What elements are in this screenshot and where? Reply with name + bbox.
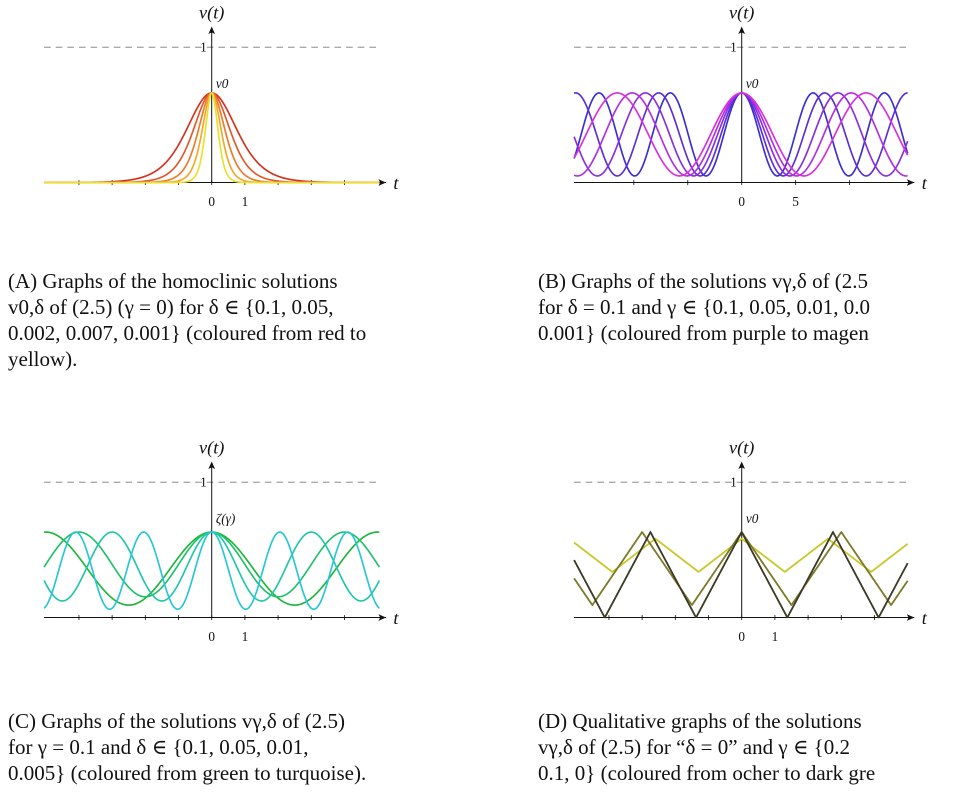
caption-b-line-1: (B) Graphs of the solutions vγ,δ of (2.5 xyxy=(538,269,869,293)
solution-curve xyxy=(573,92,909,177)
figure-d-plot: v(t) t 1 v0 0 1 xyxy=(573,437,928,644)
caption-c-line-1: (C) Graphs of the solutions vγ,δ of (2.5… xyxy=(8,709,346,733)
caption-d-line-2: vγ,δ of (2.5) for “δ = 0” and γ ∈ {0.2 xyxy=(538,735,850,759)
solution-curve xyxy=(573,537,909,573)
x-tick-label-zero: 0 xyxy=(738,194,745,209)
x-axis-arrow xyxy=(378,179,386,186)
solution-curve xyxy=(573,530,909,607)
solution-curve xyxy=(573,530,909,619)
peak-label: v0 xyxy=(216,76,229,91)
y-axis-label: v(t) xyxy=(199,2,224,23)
figure-a: v(t) t 1 v0 0 1 xyxy=(0,0,440,209)
y-tick-label-one: 1 xyxy=(730,39,737,54)
caption-a-line-3: 0.002, 0.007, 0.001} (coloured from red … xyxy=(8,321,367,345)
solution-curve xyxy=(44,91,380,184)
x-tick-label-zero: 0 xyxy=(738,629,745,644)
peak-label: v0 xyxy=(746,76,759,91)
x-axis-label: t xyxy=(393,608,399,628)
peak-label: ζ(γ) xyxy=(216,511,236,526)
caption-b-line-2: for δ = 0.1 and γ ∈ {0.1, 0.05, 0.01, 0.… xyxy=(538,295,870,319)
x-axis-arrow xyxy=(378,614,386,621)
caption-a-line-2: v0,δ of (2.5) (γ = 0) for δ ∈ {0.1, 0.05… xyxy=(8,295,334,319)
caption-c: (C) Graphs of the solutions vγ,δ of (2.5… xyxy=(8,708,366,786)
x-tick-label-second: 1 xyxy=(772,629,779,644)
y-tick-label-one: 1 xyxy=(200,39,207,54)
y-tick-label-one: 1 xyxy=(730,474,737,489)
caption-b-line-3: 0.001} (coloured from purple to magen xyxy=(538,321,869,345)
x-axis-arrow xyxy=(906,179,915,186)
x-tick-label-second: 1 xyxy=(242,194,249,209)
y-axis-label: v(t) xyxy=(199,437,224,458)
y-axis-arrow xyxy=(738,26,746,35)
y-tick-label-one: 1 xyxy=(200,474,207,489)
caption-a-line-4: yellow). xyxy=(8,347,78,371)
x-axis-label: t xyxy=(922,173,928,193)
figure-b-plot: v(t) t 1 v0 0 5 xyxy=(573,2,928,209)
caption-a-line-1: (A) Graphs of the homoclinic solutions xyxy=(8,269,338,293)
y-axis-arrow xyxy=(208,26,216,35)
y-axis-label: v(t) xyxy=(729,437,754,458)
caption-c-line-2: for γ = 0.1 and δ ∈ {0.1, 0.05, 0.01, xyxy=(8,735,309,759)
figure-a-plot: v(t) t 1 v0 0 1 xyxy=(44,2,399,209)
caption-d: (D) Qualitative graphs of the solutions … xyxy=(538,708,965,786)
figure-c-plot: v(t) t 1 ζ(γ) 0 1 xyxy=(43,437,399,644)
x-tick-label-zero: 0 xyxy=(208,194,215,209)
caption-c-line-3: 0.005} (coloured from green to turquoise… xyxy=(8,761,367,785)
figure-c: v(t) t 1 ζ(γ) 0 1 xyxy=(0,435,440,644)
x-axis-label: t xyxy=(922,608,928,628)
caption-b: (B) Graphs of the solutions vγ,δ of (2.5… xyxy=(538,268,965,346)
caption-a: (A) Graphs of the homoclinic solutions v… xyxy=(8,268,366,372)
x-tick-label-second: 5 xyxy=(792,194,799,209)
figure-b: v(t) t 1 v0 0 5 xyxy=(530,0,965,209)
x-tick-label-zero: 0 xyxy=(208,629,215,644)
figure-d: v(t) t 1 v0 0 1 xyxy=(530,435,965,644)
solution-curve xyxy=(43,531,380,611)
caption-d-line-3: 0.1, 0} (coloured from ocher to dark gre xyxy=(538,761,876,785)
y-axis-label: v(t) xyxy=(729,2,754,23)
peak-label: v0 xyxy=(746,511,759,526)
x-tick-label-second: 1 xyxy=(242,629,249,644)
y-axis-arrow xyxy=(738,461,746,470)
x-axis-arrow xyxy=(906,614,915,621)
x-axis-label: t xyxy=(393,173,399,193)
solution-curve xyxy=(573,92,909,177)
y-axis-arrow xyxy=(208,461,216,470)
caption-d-line-1: (D) Qualitative graphs of the solutions xyxy=(538,709,862,733)
